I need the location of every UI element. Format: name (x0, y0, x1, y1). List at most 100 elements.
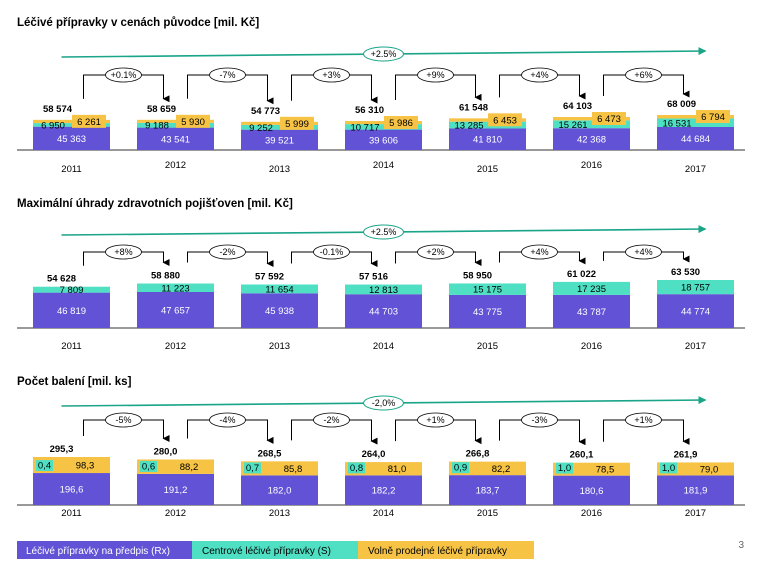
bar-label-rx: 45 363 (57, 134, 86, 145)
bar-label-otc: 98,3 (76, 461, 95, 472)
year-label: 2013 (269, 164, 290, 175)
bar-label-rx: 191,2 (164, 485, 188, 496)
bar-otc-2015 (449, 118, 526, 122)
bar-label-rx: 39 606 (369, 135, 398, 146)
year-label: 2016 (581, 508, 602, 519)
bar-total-label: 68 009 (667, 99, 696, 110)
bar-otc-2016 (553, 117, 630, 121)
bar-label-rx: 41 810 (473, 135, 502, 146)
yoy-bubble (417, 412, 454, 428)
panel-title: Maximální úhrady zdravotních pojišťoven … (17, 198, 293, 210)
bar-label-s: 9 252 (249, 123, 273, 134)
bar-label-otc: 6 794 (701, 112, 725, 123)
bar-label-s: 13 285 (454, 121, 483, 132)
yoy-bubble (209, 412, 246, 428)
bar-label-s: 7 809 (60, 285, 84, 296)
bar-label-s: 15 175 (473, 285, 502, 296)
bar-label-otc: 81,0 (388, 464, 407, 475)
bar-s-2013 (241, 124, 318, 130)
yoy-change-label: +6% (634, 70, 652, 80)
bar-s-2013 (244, 462, 261, 474)
year-label: 2017 (685, 508, 706, 519)
bar-label-rx: 44 684 (681, 134, 710, 145)
bar-rx-2015 (449, 475, 526, 505)
bar-label-box-otc (384, 116, 418, 130)
bar-label-otc: 6 453 (493, 115, 517, 126)
legend-label-s: Centrové léčivé přípravky (S) (202, 546, 331, 557)
yoy-bubble (417, 67, 454, 83)
bar-label-rx: 183,7 (476, 486, 500, 497)
bar-otc-2011 (33, 119, 110, 124)
panel-title: Počet balení [mil. ks] (17, 376, 132, 388)
bar-label-s: 1,0 (558, 463, 571, 474)
bar-rx-2016 (553, 294, 630, 328)
bar-label-otc: 78,5 (596, 465, 615, 476)
bar-label-rx: 196,6 (60, 485, 84, 496)
yoy-bubble (105, 412, 142, 428)
bar-total-label: 57 592 (255, 271, 284, 282)
year-label: 2016 (581, 160, 602, 171)
bar-label-rx: 46 819 (57, 306, 86, 317)
year-label: 2015 (477, 164, 498, 175)
yoy-bubble (521, 67, 558, 83)
yoy-bubble (105, 67, 142, 83)
yoy-change-label: -4% (219, 415, 235, 425)
bar-label-rx: 43 541 (161, 134, 190, 145)
year-label: 2011 (61, 341, 81, 352)
yoy-bubble (625, 67, 662, 83)
bar-rx-2012 (137, 473, 214, 505)
bar-rx-2014 (345, 294, 422, 328)
bar-total-label: 63 530 (671, 267, 700, 278)
yoy-bubble (521, 412, 558, 428)
yoy-change-label: +1% (634, 415, 652, 425)
bar-total-label: 280,0 (154, 446, 178, 457)
bar-s-2014 (345, 284, 422, 295)
yoy-bubble (313, 67, 350, 83)
bar-label-box-otc (72, 114, 106, 128)
bar-s-2017 (657, 118, 734, 128)
bar-s-2016 (553, 281, 630, 295)
bar-label-s: 18 757 (681, 283, 710, 294)
bar-label-rx: 43 775 (473, 307, 502, 318)
bar-label-rx: 43 787 (577, 307, 606, 318)
bar-label-s: 0,9 (454, 463, 467, 474)
cagr-label: +2.5% (371, 49, 397, 59)
bar-rx-2015 (449, 294, 526, 328)
bar-total-label: 260,1 (570, 450, 594, 461)
bar-label-s: 15 261 (558, 120, 587, 131)
bar-label-box-otc (176, 114, 210, 128)
bar-otc-2013 (241, 121, 318, 125)
legend-label-rx: Léčivé přípravky na předpis (Rx) (26, 546, 170, 557)
year-label: 2015 (477, 508, 498, 519)
bar-total-label: 58 574 (43, 104, 73, 115)
bar-total-label: 61 022 (567, 269, 596, 280)
bar-label-s: 0,8 (350, 463, 363, 474)
year-label: 2013 (269, 341, 290, 352)
yoy-change-label: +1% (426, 415, 444, 425)
bar-s-2012 (140, 460, 157, 472)
yoy-change-label: +9% (426, 70, 444, 80)
bar-label-rx: 181,9 (684, 486, 708, 497)
yoy-bubble (521, 244, 558, 260)
bar-label-rx: 39 521 (265, 135, 294, 146)
bar-label-otc: 6 473 (597, 114, 621, 125)
yoy-bubble (313, 244, 350, 260)
bar-label-s: 6 950 (41, 120, 65, 131)
year-label: 2011 (61, 164, 81, 175)
panel-max-reimbursement: Maximální úhrady zdravotních pojišťoven … (17, 198, 745, 352)
bar-label-rx: 47 657 (161, 305, 190, 316)
yoy-change-label: -7% (219, 70, 235, 80)
bar-total-label: 58 950 (463, 270, 492, 281)
legend-swatch-s (192, 541, 358, 559)
bar-label-box-otc (488, 113, 522, 127)
bar-otc-2012 (137, 119, 214, 123)
bar-label-otc: 88,2 (180, 462, 199, 473)
year-label: 2014 (373, 160, 394, 171)
cagr-bubble (363, 224, 404, 240)
bar-label-box-otc (696, 110, 730, 123)
bar-rx-2017 (657, 127, 734, 150)
cagr-bubble (363, 395, 404, 411)
bar-s-2015 (449, 283, 526, 295)
bar-s-2012 (137, 122, 214, 128)
bar-rx-2017 (657, 475, 734, 505)
